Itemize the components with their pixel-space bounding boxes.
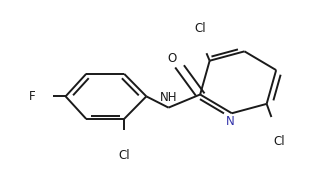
- Text: NH: NH: [160, 91, 177, 104]
- Text: Cl: Cl: [118, 149, 130, 162]
- Text: Cl: Cl: [273, 135, 285, 148]
- Text: O: O: [167, 52, 176, 65]
- Text: Cl: Cl: [194, 22, 206, 35]
- Text: N: N: [226, 115, 235, 128]
- Text: F: F: [29, 90, 36, 103]
